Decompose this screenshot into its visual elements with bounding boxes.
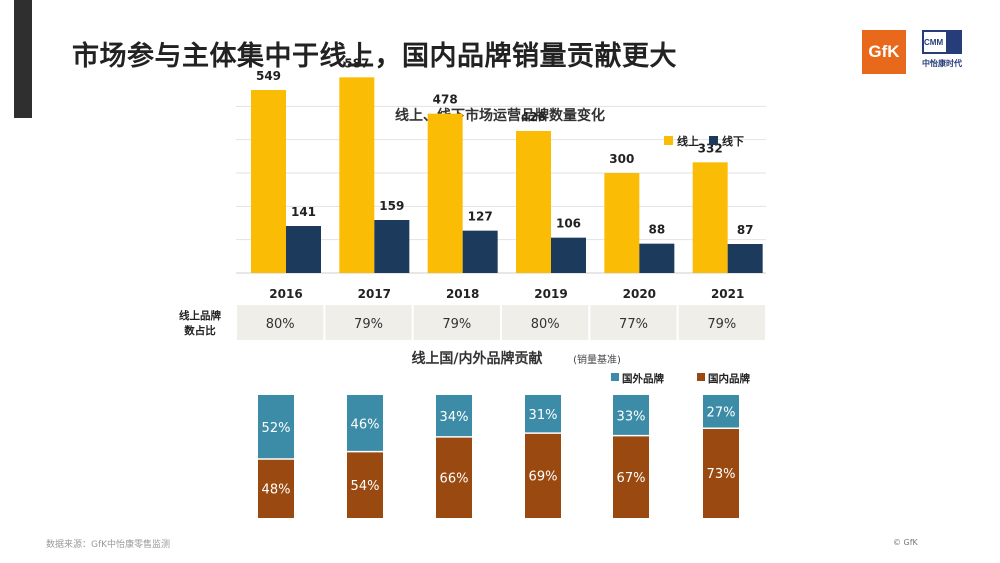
online-data-label: 426 bbox=[521, 110, 546, 124]
foreign-share-label: 52% bbox=[262, 421, 291, 436]
chart2-subtitle: (销量基准) bbox=[573, 353, 621, 366]
offline-data-label: 88 bbox=[648, 223, 665, 237]
foreign-share-label: 31% bbox=[529, 408, 558, 423]
chart1-x-tick-label: 2017 bbox=[358, 287, 391, 301]
offline-bar bbox=[462, 230, 498, 273]
online-data-label: 549 bbox=[256, 69, 281, 83]
domestic-share-segment bbox=[258, 458, 294, 518]
table-cell bbox=[678, 305, 765, 340]
table-cell bbox=[325, 305, 412, 340]
foreign-share-label: 33% bbox=[617, 409, 646, 424]
online-data-label: 478 bbox=[433, 93, 458, 107]
offline-data-label: 87 bbox=[737, 223, 754, 237]
online-data-label: 587 bbox=[344, 56, 369, 70]
accent-bar bbox=[14, 0, 32, 118]
table-row-label-line1: 线上品牌 bbox=[179, 309, 221, 322]
online-bar bbox=[692, 162, 728, 273]
footer-copyright: © GfK bbox=[893, 538, 918, 547]
offline-data-label: 141 bbox=[291, 205, 316, 219]
chart1-x-tick-label: 2018 bbox=[446, 287, 479, 301]
table-cell bbox=[590, 305, 677, 340]
domestic-share-label: 69% bbox=[529, 470, 558, 485]
footer-source: 数据来源：GfK中怡康零售监测 bbox=[46, 540, 171, 550]
table-cell bbox=[413, 305, 500, 340]
domestic-share-label: 73% bbox=[707, 467, 736, 482]
table-header-cell bbox=[163, 305, 236, 340]
online-data-label: 300 bbox=[609, 152, 634, 166]
foreign-share-segment bbox=[613, 395, 649, 436]
chart1-title: 线上、线下市场运营品牌数量变化 bbox=[395, 107, 605, 124]
domestic-share-label: 54% bbox=[351, 479, 380, 494]
domestic-share-label: 67% bbox=[617, 471, 646, 486]
legend-domestic-label: 国内品牌 bbox=[708, 372, 750, 385]
table-cell bbox=[502, 305, 589, 340]
foreign-share-segment bbox=[258, 395, 294, 459]
online-bar bbox=[427, 113, 463, 274]
legend-offline-label: 线下 bbox=[722, 134, 744, 148]
gfk-logo-text: GfK bbox=[868, 42, 900, 61]
foreign-share-label: 34% bbox=[440, 410, 469, 425]
foreign-share-segment bbox=[525, 395, 561, 434]
offline-data-label: 159 bbox=[379, 199, 404, 213]
online-bar bbox=[516, 131, 551, 273]
domestic-share-segment bbox=[703, 428, 739, 518]
cmm-logo: CMM 中怡康时代 bbox=[918, 30, 966, 74]
foreign-share-segment bbox=[436, 395, 472, 437]
cmm-logo-text: 中怡康时代 bbox=[922, 59, 962, 68]
legend-online-label: 线上 bbox=[677, 134, 699, 148]
domestic-share-segment bbox=[347, 451, 383, 518]
table-cell-value: 79% bbox=[707, 317, 736, 332]
table-cell-value: 79% bbox=[354, 317, 383, 332]
chart1-x-tick-label: 2016 bbox=[269, 287, 302, 301]
domestic-share-segment bbox=[613, 435, 649, 518]
cmm-logo-box-text: CMM bbox=[924, 38, 944, 47]
offline-data-label: 127 bbox=[468, 210, 493, 224]
table-cell-value: 79% bbox=[442, 317, 471, 332]
page-title: 市场参与主体集中于线上，国内品牌销量贡献更大 bbox=[72, 41, 677, 72]
legend-domestic-swatch bbox=[697, 373, 705, 381]
cmm-logo-stripe bbox=[946, 30, 962, 54]
table-cell-value: 80% bbox=[531, 317, 560, 332]
offline-data-label: 106 bbox=[556, 217, 581, 231]
legend-offline-swatch bbox=[709, 136, 718, 145]
domestic-share-segment bbox=[436, 436, 472, 518]
online-bar bbox=[251, 90, 286, 273]
offline-bar bbox=[639, 243, 675, 273]
table-cell bbox=[237, 305, 324, 340]
domestic-share-label: 48% bbox=[262, 482, 291, 497]
chart1-x-tick-label: 2019 bbox=[534, 287, 567, 301]
chart1-x-tick-label: 2021 bbox=[711, 287, 744, 301]
table-cell-value: 77% bbox=[619, 317, 648, 332]
domestic-share-segment bbox=[525, 433, 561, 518]
chart1-x-tick-label: 2020 bbox=[623, 287, 656, 301]
online-bar bbox=[604, 173, 640, 273]
offline-bar bbox=[727, 244, 763, 273]
foreign-share-label: 46% bbox=[351, 417, 380, 432]
domestic-share-label: 66% bbox=[440, 471, 469, 486]
offline-bar bbox=[551, 237, 586, 273]
foreign-share-label: 27% bbox=[707, 406, 736, 421]
legend-foreign-swatch bbox=[611, 373, 619, 381]
offline-bar bbox=[286, 226, 321, 273]
online-bar bbox=[339, 77, 375, 273]
legend-online-swatch bbox=[664, 136, 673, 145]
offline-bar bbox=[374, 220, 410, 273]
legend-foreign-label: 国外品牌 bbox=[622, 372, 664, 385]
table-row-label-line2: 数占比 bbox=[183, 324, 216, 337]
gfk-logo: GfK bbox=[862, 30, 906, 74]
table-cell-value: 80% bbox=[266, 317, 295, 332]
foreign-share-segment bbox=[703, 395, 739, 429]
foreign-share-segment bbox=[347, 395, 383, 452]
chart2-title: 线上国/内外品牌贡献 bbox=[411, 350, 542, 367]
